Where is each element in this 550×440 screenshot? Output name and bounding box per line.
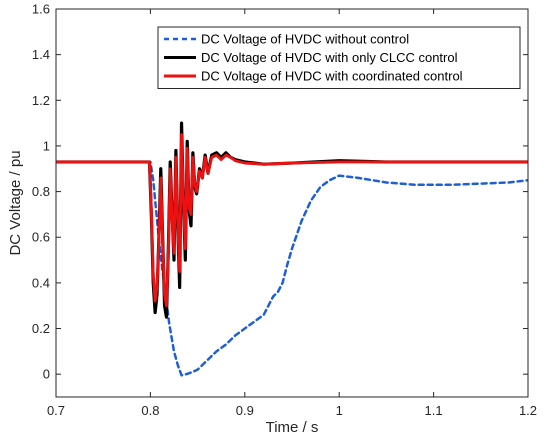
x-axis-title: Time / s [266, 419, 319, 436]
x-tick-label: 1.2 [519, 403, 537, 418]
y-tick-label: 0.6 [32, 230, 50, 245]
y-tick-label: 1 [43, 138, 50, 153]
series-layer [56, 121, 528, 377]
y-tick-label: 0.4 [32, 275, 50, 290]
x-tick-label: 0.7 [47, 403, 65, 418]
x-tick-label: 0.8 [141, 403, 159, 418]
legend-label: DC Voltage of HVDC without control [201, 32, 409, 47]
y-axis-title: DC Voltage / pu [7, 150, 24, 255]
plot-frame [55, 8, 529, 398]
x-tick-label: 1.1 [425, 403, 443, 418]
y-tick-label: 1.2 [32, 93, 50, 108]
series-line-3 [56, 133, 528, 308]
y-tick-label: 0.8 [32, 184, 50, 199]
y-axis: 0 0.2 0.4 0.6 0.8 1 1.2 1.4 1.6 [32, 2, 528, 382]
x-tick-label: 0.9 [236, 403, 254, 418]
legend-label: DC Voltage of HVDC with coordinated cont… [201, 69, 463, 84]
y-tick-label: 1.6 [32, 2, 50, 17]
legend-label: DC Voltage of HVDC with only CLCC contro… [201, 50, 458, 65]
legend-box [157, 26, 521, 89]
y-tick-label: 0.2 [32, 321, 50, 336]
x-axis: 0.7 0.8 0.9 1 1.1 1.2 [47, 9, 537, 418]
y-tick-label: 1.4 [32, 47, 50, 62]
x-tick-label: 1 [336, 403, 343, 418]
series-line-1 [56, 160, 528, 377]
legend: DC Voltage of HVDC without control DC Vol… [157, 26, 521, 89]
y-tick-label: 0 [43, 367, 50, 382]
